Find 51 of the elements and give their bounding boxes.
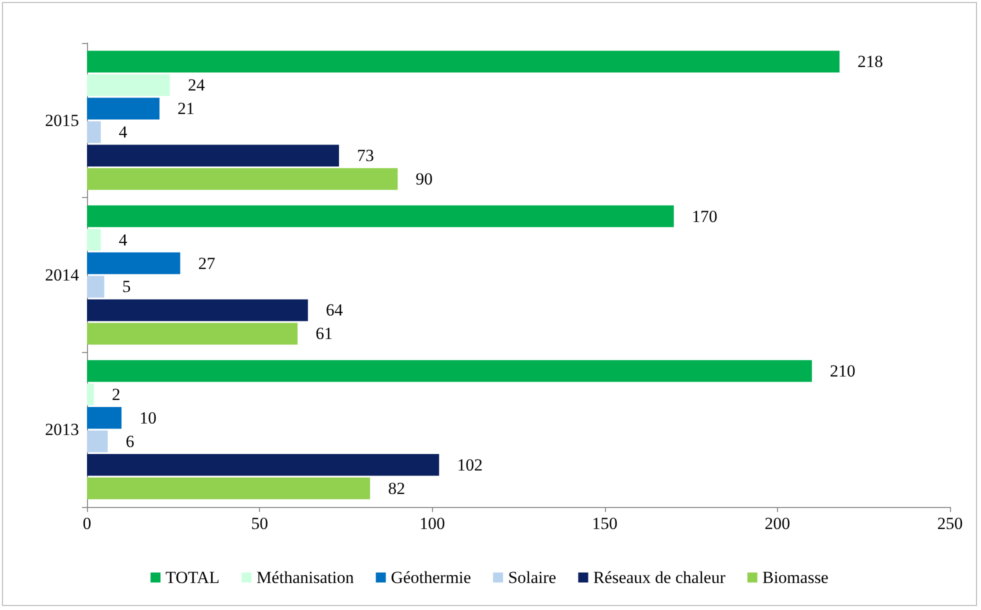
x-tick-label: 150 [592,514,618,533]
data-label: 4 [118,122,128,142]
x-tick-label: 200 [764,514,790,533]
data-label: 24 [188,76,206,95]
bar [87,360,812,382]
data-label: 5 [122,277,131,296]
bar [87,454,440,476]
data-label: 21 [177,99,194,118]
bar [87,299,308,322]
data-label: 218 [858,52,884,72]
data-label: 2 [112,384,120,404]
data-label: 170 [692,206,718,226]
data-label: 82 [388,478,406,498]
data-label: 27 [198,254,216,273]
data-label: 61 [316,324,333,344]
bar [87,144,339,166]
legend-label: TOTAL [166,568,220,587]
data-label: 210 [830,361,856,380]
x-tick-label: 100 [419,514,445,533]
bar [87,322,298,345]
y-tick-label: 2015 [45,110,79,130]
legend-label: Méthanisation [256,568,354,587]
bar [87,430,108,452]
data-label: 4 [118,230,128,250]
bar [87,168,398,190]
bar [87,252,180,274]
bar [87,205,674,228]
bar [87,98,160,120]
bar [87,276,104,298]
bar [87,228,101,251]
legend-label: Biomasse [762,568,828,587]
bar [87,407,122,429]
data-label: 73 [356,146,374,166]
data-label: 64 [326,300,344,320]
legend-label: Géothermie [390,568,472,587]
y-tick-label: 2014 [45,266,80,284]
bar [87,121,101,143]
bar [87,50,840,72]
x-tick-label: 0 [82,514,92,533]
x-tick-label: 250 [937,514,963,533]
bar [87,478,370,500]
legend-label: Réseaux de chaleur [593,568,726,587]
bar [87,74,170,96]
data-label: 102 [457,455,483,474]
y-tick-label: 2013 [45,420,79,440]
data-label: 6 [126,432,134,451]
data-label: 10 [140,408,157,428]
legend-label: Solaire [508,568,556,587]
x-tick-label: 50 [251,514,268,533]
bar [87,384,94,406]
data-label: 90 [416,170,433,189]
